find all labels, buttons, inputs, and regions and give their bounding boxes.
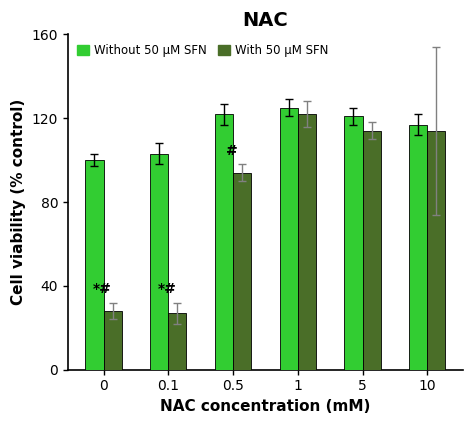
Bar <box>150 154 168 370</box>
Bar <box>233 173 251 370</box>
Bar <box>103 311 122 370</box>
Legend: Without 50 μM SFN, With 50 μM SFN: Without 50 μM SFN, With 50 μM SFN <box>74 40 332 60</box>
Bar <box>85 160 103 370</box>
X-axis label: NAC concentration (mM): NAC concentration (mM) <box>160 399 371 414</box>
Y-axis label: Cell viability (% control): Cell viability (% control) <box>11 99 26 305</box>
Bar <box>345 116 363 370</box>
Bar <box>215 114 233 370</box>
Bar <box>427 131 446 370</box>
Title: NAC: NAC <box>243 11 288 30</box>
Bar <box>280 108 298 370</box>
Bar <box>298 114 316 370</box>
Bar <box>168 313 186 370</box>
Bar <box>363 131 381 370</box>
Bar <box>409 125 427 370</box>
Text: *#: *# <box>93 282 112 296</box>
Text: *#: *# <box>157 282 176 296</box>
Text: #: # <box>226 144 237 158</box>
